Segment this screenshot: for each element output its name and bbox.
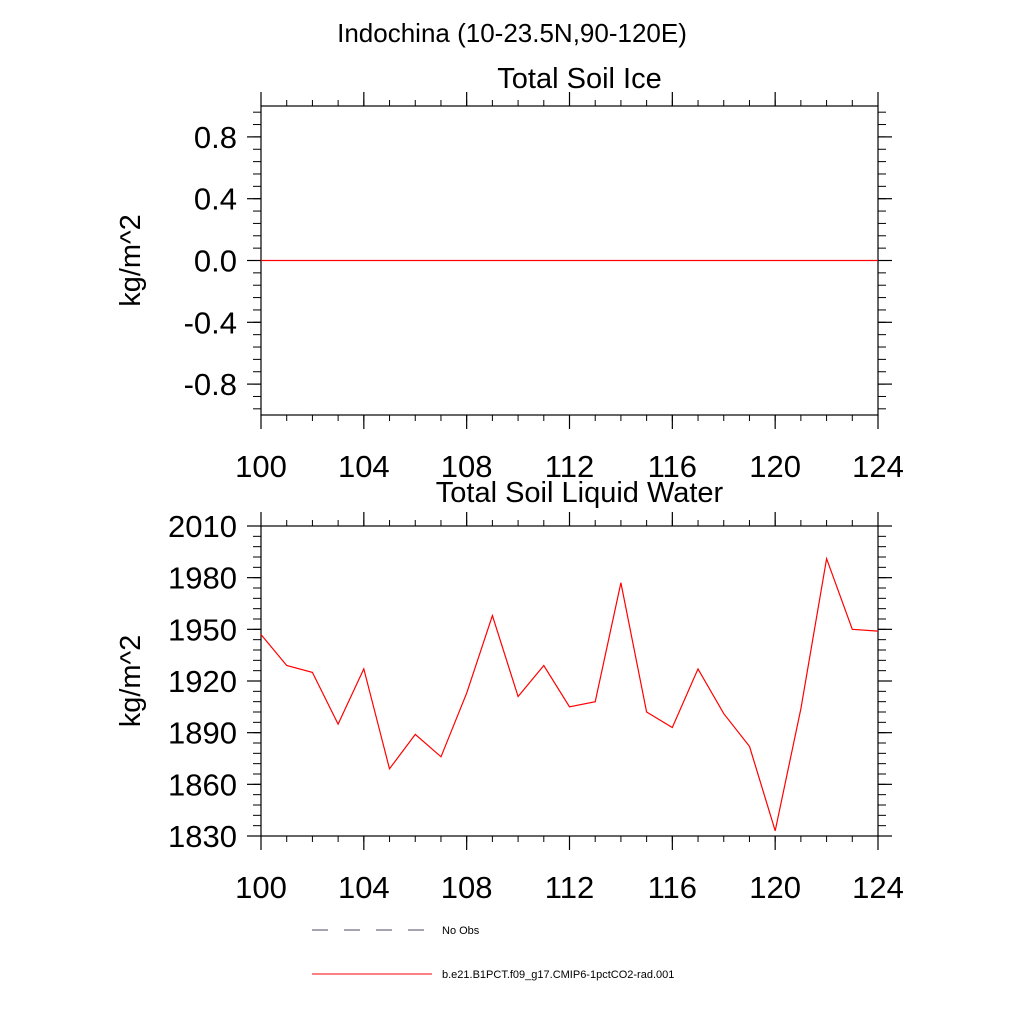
- y-tick-label: 1890: [168, 716, 237, 751]
- legend-label: No Obs: [442, 925, 480, 937]
- x-tick-label: 124: [852, 870, 904, 905]
- y-tick-label: 1920: [168, 664, 237, 699]
- y-tick-label: 1950: [168, 612, 237, 647]
- panel-1: Total Soil Ice kg/m^2 -0.8 -0.4 0.0 0.4 0.8 100…: [115, 63, 904, 484]
- x-tick-label: 112: [545, 870, 594, 905]
- plot-frame: [260, 525, 879, 837]
- y-tick-label: -0.4: [184, 305, 237, 340]
- x-tick-label: 100: [235, 870, 287, 905]
- series-line: [260, 556, 879, 831]
- x-tick-label: 120: [749, 449, 801, 484]
- x-tick-label: 108: [441, 449, 493, 484]
- y-tick-label: 1830: [168, 819, 237, 854]
- x-tick-label: 116: [648, 870, 697, 905]
- legend-item: b.e21.B1PCT.f09_g17.CMIP6-1pctCO2-rad.00…: [312, 969, 674, 981]
- chart-legend: No Obs b.e21.B1PCT.f09_g17.CMIP6-1pctCO2-…: [312, 925, 674, 981]
- panel-2: Total Soil Liquid Water kg/m^2 1830 1860 189…: [115, 477, 904, 905]
- x-tick-label: 116: [648, 449, 697, 484]
- y-tick-label: 0.0: [194, 244, 237, 279]
- panel-title: Total Soil Ice: [497, 63, 661, 95]
- legend-item: No Obs: [312, 925, 480, 937]
- y-tick-label: -0.8: [184, 367, 237, 402]
- panel-title: Total Soil Liquid Water: [436, 477, 724, 509]
- chart-panels: Total Soil Ice kg/m^2 -0.8 -0.4 0.0 0.4 0.8 100…: [115, 63, 904, 905]
- y-tick-label: 1980: [168, 561, 237, 596]
- legend-label: b.e21.B1PCT.f09_g17.CMIP6-1pctCO2-rad.00…: [442, 969, 674, 981]
- x-tick-label: 120: [749, 870, 801, 905]
- y-tick-label: 1860: [168, 767, 237, 802]
- x-tick-label: 108: [441, 870, 493, 905]
- x-tick-label: 104: [338, 870, 390, 905]
- x-tick-label: 100: [235, 449, 287, 484]
- y-axis-label: kg/m^2: [115, 214, 147, 307]
- y-tick-label: 0.8: [194, 120, 237, 155]
- x-tick-label: 124: [852, 449, 904, 484]
- y-tick-label: 2010: [168, 509, 237, 544]
- x-tick-label: 104: [338, 449, 390, 484]
- y-tick-label: 0.4: [194, 182, 237, 217]
- figure-main-title: Indochina (10-23.5N,90-120E): [337, 18, 687, 48]
- x-tick-label: 112: [545, 449, 594, 484]
- y-axis-label: kg/m^2: [115, 635, 147, 728]
